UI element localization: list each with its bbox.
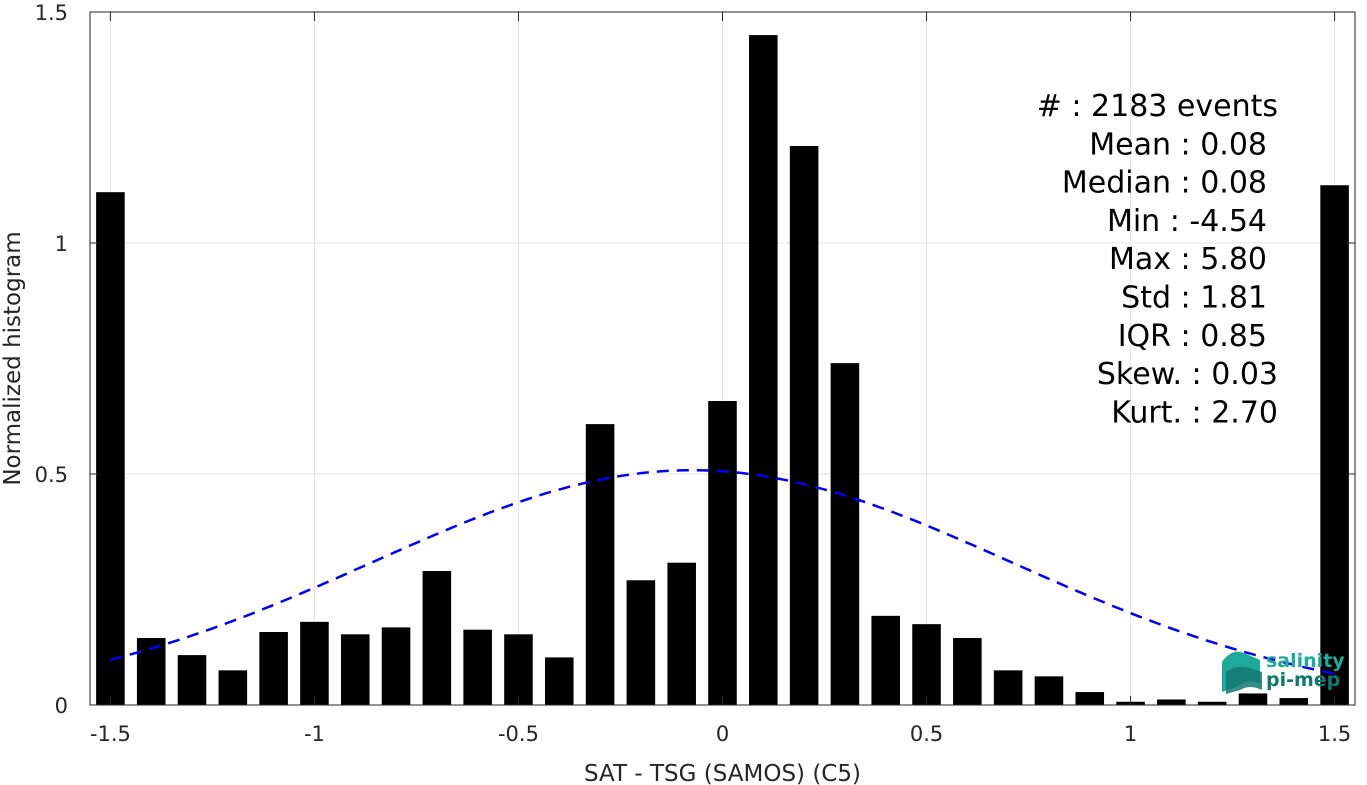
histogram-bar (218, 670, 248, 705)
stat-line: # : 2183 events (1037, 89, 1278, 124)
histogram-bar (708, 401, 737, 705)
y-tick-label: 1.5 (35, 1, 68, 25)
histogram-bar (912, 624, 941, 705)
histogram-bar (300, 621, 329, 705)
x-tick-label: 0 (716, 722, 729, 746)
histogram-bar (993, 670, 1023, 705)
y-tick-label: 0.5 (35, 463, 68, 487)
histogram-bar (1238, 693, 1268, 705)
x-tick-label: 0.5 (910, 722, 943, 746)
axis-ticks (90, 11, 1355, 706)
histogram-bar (1075, 692, 1105, 705)
salinity-pimep-logo: salinity pi-mep (1222, 650, 1345, 694)
y-tick-label: 0 (55, 694, 68, 718)
histogram-bar (340, 634, 370, 705)
histogram-bar (259, 632, 288, 705)
stat-line: Mean : 0.08 (1089, 127, 1267, 162)
x-tick-label: 1.5 (1318, 722, 1351, 746)
histogram-bar (544, 657, 574, 705)
histogram-bar (953, 638, 982, 705)
stat-line: IQR : 0.85 (1118, 319, 1267, 354)
logo-wave-icon (1222, 651, 1262, 694)
x-tick-labels: -1.5 -1 -0.5 0 0.5 1 1.5 (90, 722, 1351, 746)
histogram-bar (422, 571, 452, 705)
histogram-bar (749, 35, 778, 706)
gaussian-fit-curve (110, 468, 1335, 675)
histogram-bar (177, 655, 207, 705)
histogram-bar (1197, 701, 1227, 705)
stat-line: Skew. : 0.03 (1097, 357, 1278, 392)
logo-text-pimep: pi-mep (1266, 669, 1340, 691)
y-tick-labels: 0 0.5 1 1.5 (35, 1, 68, 718)
stat-line: Max : 5.80 (1109, 242, 1267, 277)
histogram-bar (96, 192, 125, 705)
histogram-bar (1034, 676, 1064, 705)
histogram-bar (381, 627, 411, 705)
histogram-bar (585, 424, 615, 705)
histogram-bar (667, 562, 696, 705)
histogram-bar (504, 634, 533, 705)
histogram-bar (1157, 699, 1186, 705)
histogram-bar (626, 580, 656, 705)
histogram-bar (1279, 698, 1309, 705)
histogram-bar (463, 629, 492, 705)
stat-line: Min : -4.54 (1107, 204, 1267, 239)
stat-line: Std : 1.81 (1121, 281, 1267, 316)
y-axis-label: Normalized histogram (0, 231, 26, 485)
x-tick-label: -1 (304, 722, 325, 746)
x-tick-label: -0.5 (498, 722, 539, 746)
histogram-bar (871, 615, 901, 705)
x-tick-label: 1 (1124, 722, 1137, 746)
y-tick-label: 1 (55, 232, 68, 256)
histogram-bar (1320, 185, 1349, 705)
stat-line: Median : 0.08 (1062, 166, 1267, 201)
x-axis-label: SAT - TSG (SAMOS) (C5) (584, 761, 861, 785)
histogram-bars (96, 35, 1349, 706)
x-tick-label: -1.5 (90, 722, 131, 746)
histogram-bar (789, 145, 819, 706)
stat-line: Kurt. : 2.70 (1111, 395, 1278, 430)
logo-text-salinity: salinity (1266, 650, 1345, 672)
histogram-bar (830, 363, 860, 705)
